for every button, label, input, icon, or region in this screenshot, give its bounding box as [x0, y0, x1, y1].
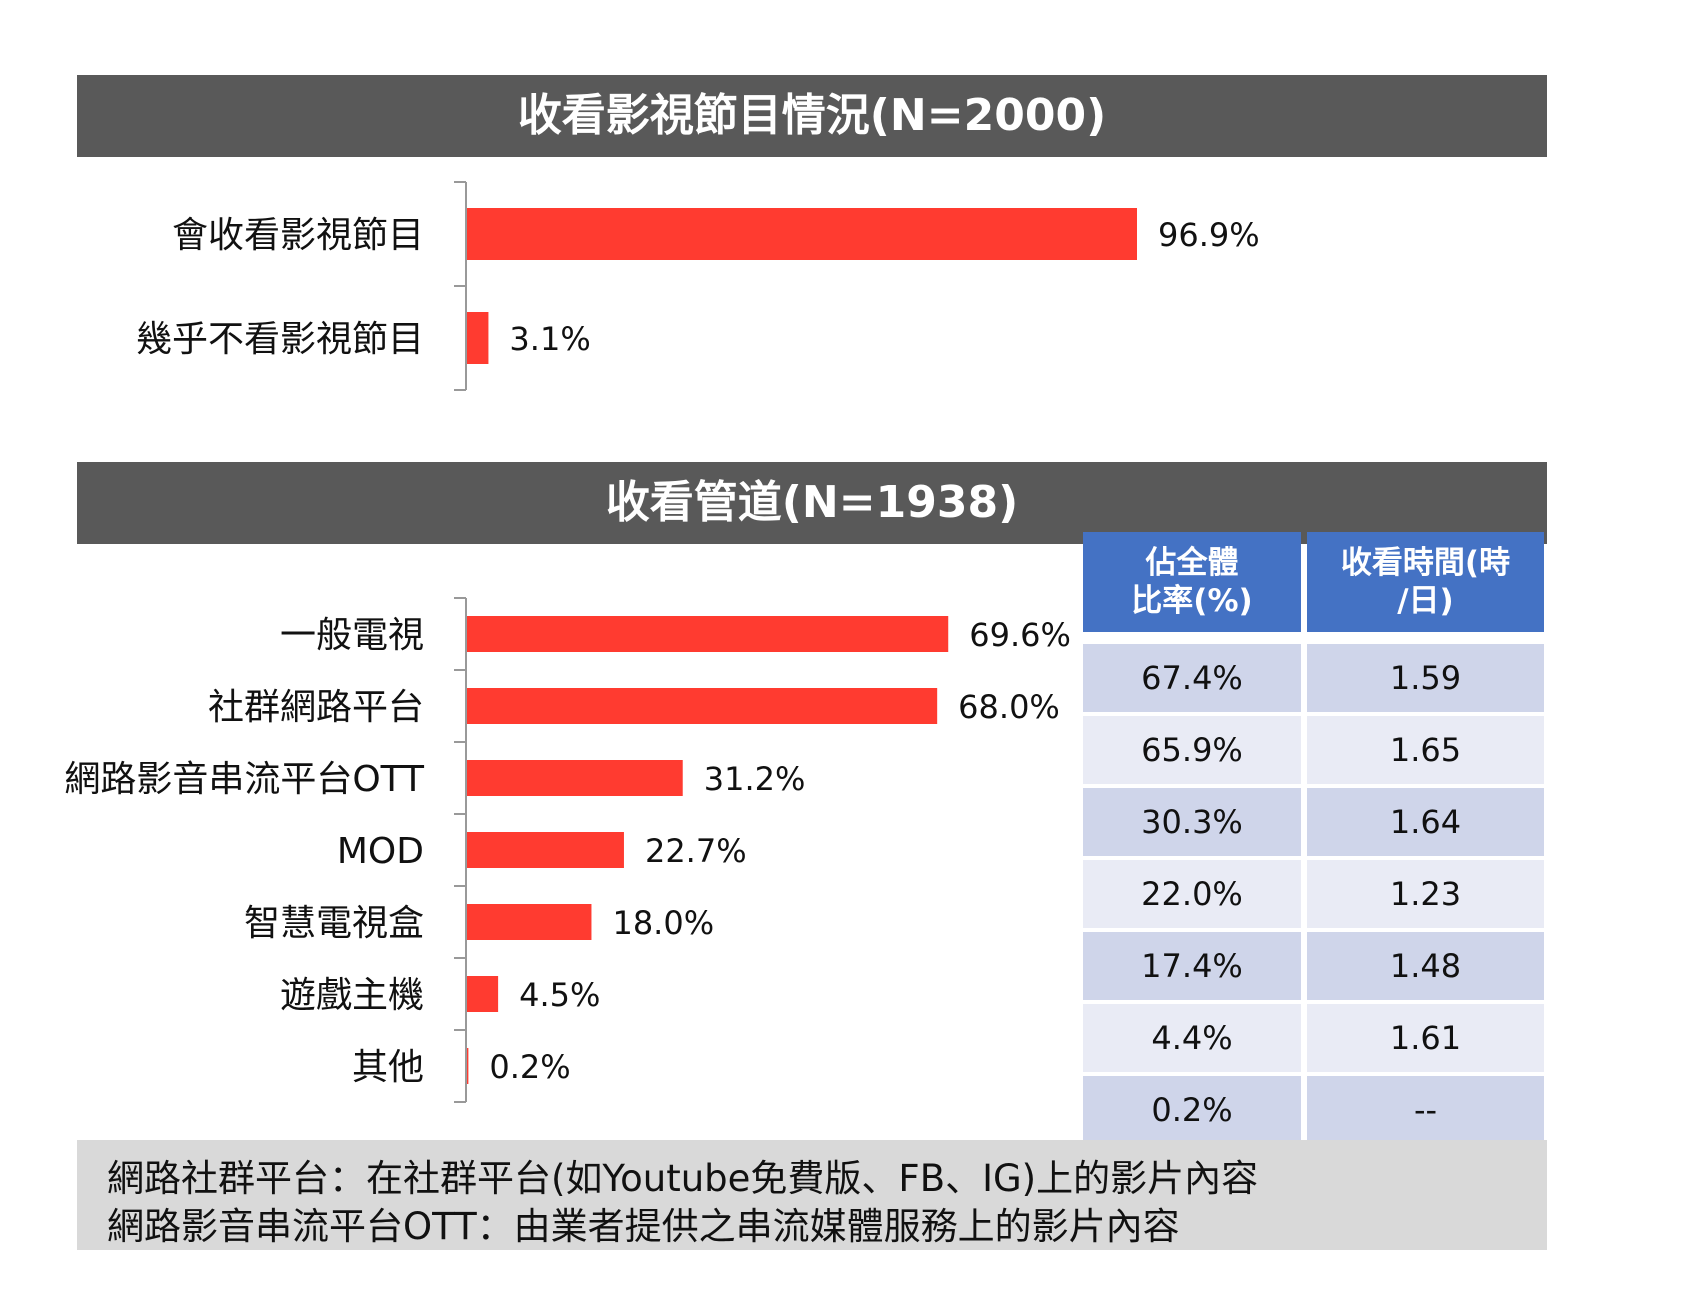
chart2-bar: [467, 976, 499, 1012]
chart1-category-label: 會收看影視節目: [172, 215, 424, 256]
table-cell: 1.65: [1307, 716, 1544, 784]
chart2-bar: [467, 760, 683, 796]
table-cell: 4.4%: [1083, 1004, 1301, 1072]
footnote-ott: 網路影音串流平台OTT：由業者提供之串流媒體服務上的影片內容: [107, 1205, 1180, 1248]
table-cell: 1.59: [1307, 644, 1544, 712]
table-cell: --: [1307, 1076, 1544, 1144]
chart1-bar: [467, 208, 1137, 260]
chart2-category-label: 一般電視: [280, 615, 424, 656]
chart1-value-label: 3.1%: [509, 320, 590, 358]
chart1-title: 收看影視節目情況(N=2000): [77, 75, 1547, 157]
table-cell: 0.2%: [1083, 1076, 1301, 1144]
chart2-value-label: 22.7%: [645, 832, 747, 870]
table-cell: 1.64: [1307, 788, 1544, 856]
chart1-bar: [467, 312, 489, 364]
table-cell: 65.9%: [1083, 716, 1301, 784]
table-header: 收看時間(時 /日): [1307, 532, 1544, 632]
chart2-value-label: 4.5%: [519, 976, 600, 1014]
table-cell: 1.23: [1307, 860, 1544, 928]
footnote-box: 網路社群平台：在社群平台(如Youtube免費版、FB、IG)上的影片內容 網路…: [77, 1140, 1547, 1250]
chart2-bar: [467, 832, 624, 868]
chart2-value-label: 18.0%: [612, 904, 714, 942]
table-cell: 30.3%: [1083, 788, 1301, 856]
table-cell: 17.4%: [1083, 932, 1301, 1000]
table-cell: 67.4%: [1083, 644, 1301, 712]
chart1-category-label: 幾乎不看影視節目: [136, 319, 424, 360]
chart2-value-label: 31.2%: [704, 760, 806, 798]
chart2-title: 收看管道(N=1938): [77, 462, 1547, 544]
chart2-bar: [467, 616, 949, 652]
table-cell: 1.61: [1307, 1004, 1544, 1072]
chart1-value-label: 96.9%: [1158, 216, 1260, 254]
chart2-category-label: MOD: [337, 831, 424, 872]
chart2-category-label: 其他: [352, 1047, 424, 1088]
chart2-bar: [467, 688, 938, 724]
chart2-bar: [467, 1048, 469, 1084]
chart2-value-label: 0.2%: [489, 1048, 570, 1086]
chart2-category-label: 社群網路平台: [208, 687, 424, 728]
chart2-category-label: 智慧電視盒: [244, 903, 424, 944]
chart2-value-label: 69.6%: [969, 616, 1071, 654]
table-cell: 22.0%: [1083, 860, 1301, 928]
table-header: 佔全體 比率(%): [1083, 532, 1301, 632]
chart2-bar: [467, 904, 592, 940]
chart2-value-label: 68.0%: [958, 688, 1060, 726]
table-cell: 1.48: [1307, 932, 1544, 1000]
chart2-category-label: 網路影音串流平台OTT: [64, 759, 425, 800]
footnote-social: 網路社群平台：在社群平台(如Youtube免費版、FB、IG)上的影片內容: [107, 1157, 1259, 1200]
chart2-category-label: 遊戲主機: [280, 975, 424, 1016]
